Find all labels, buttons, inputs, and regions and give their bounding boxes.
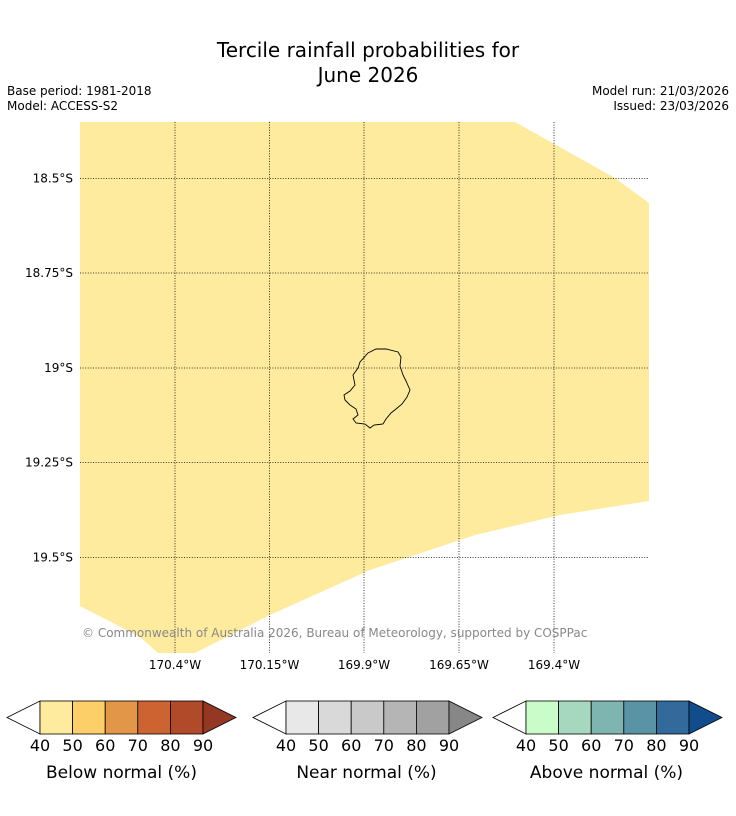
legend-extension-low [252, 700, 287, 735]
map-title-line2: June 2026 [317, 63, 419, 87]
legend-tick-label: 50 [548, 736, 568, 755]
legend-tick-label: 50 [308, 736, 328, 755]
model-name: Model: ACCESS-S2 [7, 99, 119, 113]
map-title: Tercile rainfall probabilities for June … [0, 38, 736, 88]
model-run: Model run: 21/03/2026 [591, 84, 729, 98]
legend-tick-label: 40 [30, 736, 50, 755]
legend-tick-label: 90 [679, 736, 699, 755]
legend-tick-label: 60 [341, 736, 361, 755]
lat-label: 18.5°S [33, 172, 73, 186]
lon-label: 169.65°W [429, 658, 489, 672]
issued-date: Issued: 23/03/2026 [613, 99, 729, 113]
legend-swatch [104, 700, 139, 735]
legend-tick-label: 80 [406, 736, 426, 755]
legend-tick-label: 70 [128, 736, 148, 755]
legend-swatch [558, 700, 592, 735]
legend-title: Above normal (%) [530, 763, 683, 783]
legend-swatch [72, 700, 106, 735]
lon-label: 170.15°W [240, 658, 300, 672]
legend-swatch [318, 700, 352, 735]
lon-label: 170.4°W [149, 658, 201, 672]
lat-label: 19.25°S [25, 456, 73, 470]
legend-tick-label: 60 [581, 736, 601, 755]
legend-swatch [285, 700, 319, 735]
legend-tick-label: 40 [516, 736, 536, 755]
graticule [80, 122, 649, 653]
meta-right: Model run: 21/03/2026 Issued: 23/03/2026 [592, 84, 729, 114]
legend-swatch [39, 700, 73, 735]
legend-swatch [655, 700, 690, 735]
legend-swatch [350, 700, 385, 735]
legend-swatch [623, 700, 657, 735]
legend-swatch [590, 700, 625, 735]
legend-tick-label: 90 [193, 736, 213, 755]
lat-label: 19.5°S [33, 551, 73, 565]
legend-swatch [415, 700, 450, 735]
lon-label: 169.4°W [528, 658, 580, 672]
legend-title: Below normal (%) [46, 763, 197, 783]
lat-label: 18.75°S [25, 266, 73, 280]
legend-near-normal: Near normal (%) 40 50 60 70 80 90 [252, 700, 483, 783]
map-title-line1: Tercile rainfall probabilities for [216, 38, 520, 62]
lon-label: 169.9°W [338, 658, 390, 672]
legend-title: Near normal (%) [296, 763, 436, 783]
legend-tick-label: 90 [439, 736, 459, 755]
island-outline [343, 348, 411, 429]
legend-extension-high [688, 700, 723, 735]
base-period: Base period: 1981-2018 [7, 84, 152, 98]
legend-extension-high [448, 700, 483, 735]
legend-tick-label: 80 [646, 736, 666, 755]
legend-tick-label: 40 [276, 736, 296, 755]
legend-extension-low [6, 700, 41, 735]
legend-tick-label: 70 [374, 736, 394, 755]
probability-field [80, 122, 649, 653]
legend-tick-label: 70 [614, 736, 634, 755]
legend-extension-high [202, 700, 237, 735]
legend-swatch [383, 700, 417, 735]
legend-swatch [137, 700, 171, 735]
legend-tick-label: 60 [95, 736, 115, 755]
legend-swatch [169, 700, 204, 735]
legend-below-normal: Below normal (%) 40 50 60 70 80 90 [6, 700, 237, 783]
legend-swatch [525, 700, 559, 735]
legend-tick-label: 50 [62, 736, 82, 755]
legend-extension-low [492, 700, 527, 735]
legend-tick-label: 80 [160, 736, 180, 755]
meta-left: Base period: 1981-2018 Model: ACCESS-S2 [7, 84, 152, 114]
copyright-note: © Commonwealth of Australia 2026, Bureau… [82, 626, 587, 640]
lat-label: 19°S [44, 361, 73, 375]
legend-above-normal: Above normal (%) 40 50 60 70 80 90 [492, 700, 723, 783]
